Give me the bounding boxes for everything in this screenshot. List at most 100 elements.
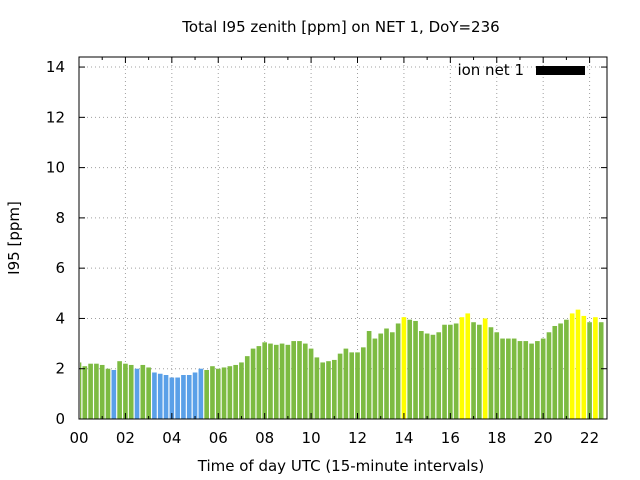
bar <box>424 333 430 419</box>
legend-swatch <box>536 66 585 75</box>
x-tick-labels: 00 02 04 06 08 10 12 14 16 18 20 22 <box>69 429 599 447</box>
legend-label: ion net 1 <box>457 61 524 79</box>
bar <box>523 341 529 419</box>
bar <box>355 352 360 419</box>
bar <box>581 315 587 419</box>
bar <box>535 341 540 419</box>
bar <box>506 338 511 419</box>
bar <box>482 318 488 419</box>
bar <box>500 338 505 419</box>
x-tick-label: 12 <box>348 429 367 447</box>
axis-ticks <box>78 57 607 420</box>
bar <box>529 343 534 419</box>
bar <box>494 332 500 419</box>
bar <box>587 322 592 419</box>
bar <box>186 375 192 419</box>
y-tick-label: 4 <box>55 309 65 327</box>
bar <box>575 309 581 419</box>
y-tick-label: 0 <box>55 410 65 428</box>
y-tick-labels: 0 2 4 6 8 10 12 14 <box>46 58 65 428</box>
y-tick-label: 6 <box>55 259 65 277</box>
bar <box>302 343 308 419</box>
bar <box>343 348 349 419</box>
bar <box>105 368 111 419</box>
bar <box>314 357 320 419</box>
bar <box>331 359 337 419</box>
grid-lines <box>79 57 607 419</box>
bar <box>227 366 233 419</box>
bar <box>540 338 546 419</box>
bar <box>372 338 378 419</box>
bar <box>99 364 105 419</box>
x-tick-label: 18 <box>487 429 506 447</box>
bar <box>477 324 482 419</box>
bar <box>436 332 442 419</box>
bar <box>169 377 175 419</box>
x-tick-label: 10 <box>302 429 321 447</box>
x-tick-label: 08 <box>255 429 274 447</box>
x-axis-label: Time of day UTC (15-minute intervals) <box>197 457 484 475</box>
bar <box>233 364 238 419</box>
bar <box>465 313 471 419</box>
bar <box>273 344 279 419</box>
plot-frame <box>78 56 608 420</box>
y-tick-label: 2 <box>55 360 65 378</box>
x-tick-label: 22 <box>580 429 599 447</box>
bar <box>517 341 523 419</box>
bar <box>215 368 221 419</box>
x-tick-label: 14 <box>394 429 413 447</box>
bar <box>360 347 366 419</box>
bar <box>448 324 453 419</box>
bar <box>511 338 517 419</box>
bar <box>453 323 459 419</box>
bar <box>558 323 563 419</box>
bar <box>401 317 407 419</box>
bar <box>262 342 267 419</box>
bar <box>82 366 88 419</box>
bar <box>88 363 93 419</box>
bar <box>366 331 372 419</box>
bar <box>134 368 140 419</box>
bar <box>407 319 413 419</box>
bar <box>94 363 99 419</box>
bar <box>326 361 331 419</box>
bar <box>250 348 256 419</box>
bar <box>175 377 180 419</box>
y-tick-label: 12 <box>46 108 65 126</box>
bar <box>320 362 326 419</box>
bar <box>349 352 355 419</box>
y-tick-label: 14 <box>46 58 65 76</box>
legend: ion net 1 <box>457 61 585 79</box>
bar <box>297 341 302 419</box>
x-tick-label: 06 <box>209 429 228 447</box>
y-tick-label: 8 <box>55 209 65 227</box>
bar <box>337 353 343 419</box>
x-tick-label: 16 <box>441 429 460 447</box>
bar <box>123 363 128 419</box>
x-tick-label: 02 <box>116 429 135 447</box>
bar <box>442 324 447 419</box>
bar <box>564 319 569 419</box>
bar <box>552 325 558 419</box>
bar <box>204 369 209 419</box>
bar <box>291 341 297 419</box>
bar <box>268 343 273 419</box>
bar <box>157 373 163 419</box>
bar <box>210 366 215 419</box>
bar <box>146 367 151 419</box>
bar <box>111 369 117 419</box>
bar-series <box>80 309 604 419</box>
bar <box>395 323 401 419</box>
bar <box>546 332 552 419</box>
bar <box>244 356 250 419</box>
bar <box>419 331 424 419</box>
bar <box>488 327 494 419</box>
bar <box>384 328 389 419</box>
bar <box>181 375 186 419</box>
bar <box>593 317 598 419</box>
bar <box>378 333 384 419</box>
bar <box>128 364 134 419</box>
x-tick-label: 20 <box>534 429 553 447</box>
chart-title: Total I95 zenith [ppm] on NET 1, DoY=236 <box>181 18 499 36</box>
